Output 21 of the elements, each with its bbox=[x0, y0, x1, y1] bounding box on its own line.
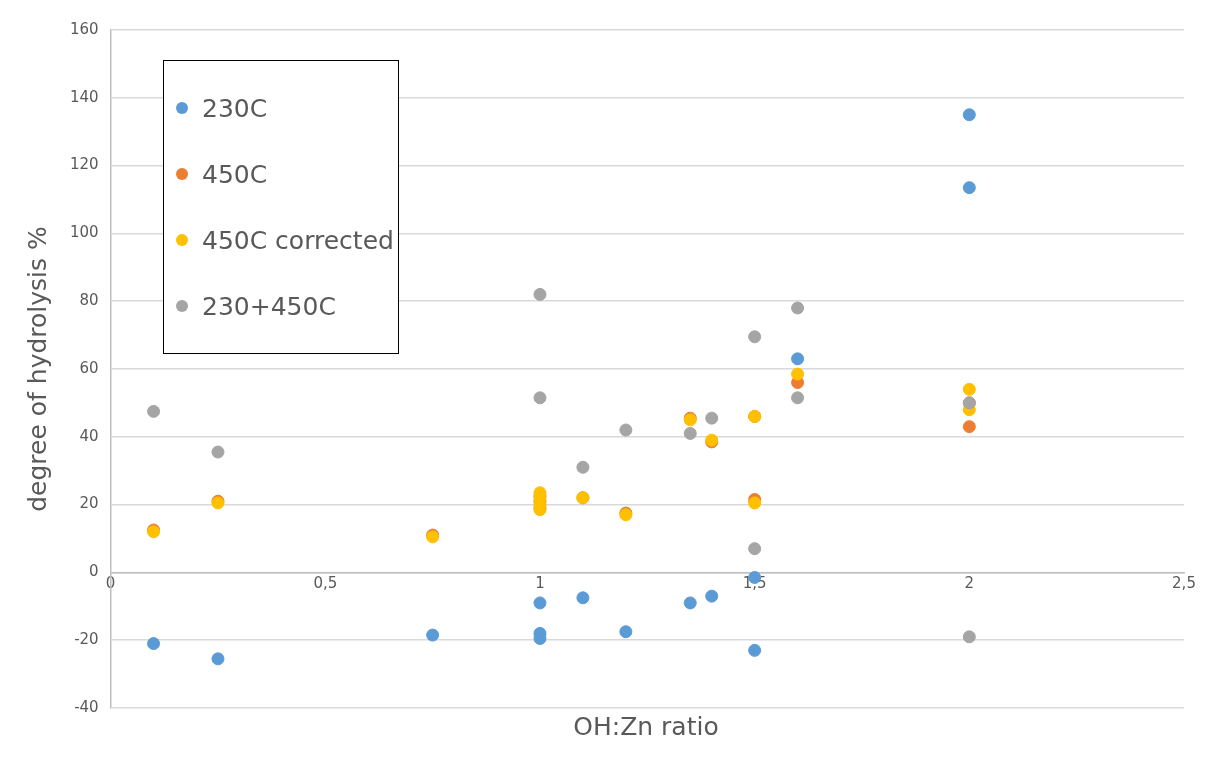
y-tick-label: -20 bbox=[74, 630, 99, 649]
legend-label: 450C corrected bbox=[202, 225, 394, 255]
y-axis-title: degree of hydrolysis % bbox=[22, 226, 52, 512]
y-tick-label: 40 bbox=[79, 426, 99, 445]
y-tick-label: 80 bbox=[79, 291, 99, 310]
y-tick-label: 20 bbox=[79, 494, 99, 513]
y-tick-label: 140 bbox=[69, 87, 99, 106]
y-tick-label: 160 bbox=[69, 19, 99, 38]
x-axis-title: OH:Zn ratio bbox=[572, 712, 720, 741]
x-tick-label: 1 bbox=[535, 574, 545, 593]
legend-label: 230+450C bbox=[202, 291, 336, 321]
legend-label: 230C bbox=[202, 93, 268, 123]
x-tick-label: 0,5 bbox=[313, 574, 338, 593]
y-tick-label: 0 bbox=[89, 562, 99, 581]
y-tick-label: 100 bbox=[69, 223, 99, 242]
legend-label: 450C bbox=[202, 159, 268, 189]
x-tick-label: 2 bbox=[964, 574, 975, 593]
y-tick-label: -40 bbox=[74, 697, 99, 716]
y-tick-label: 60 bbox=[79, 358, 99, 377]
y-tick-label: 120 bbox=[69, 155, 99, 174]
x-tick-label: 2,5 bbox=[1172, 574, 1196, 593]
